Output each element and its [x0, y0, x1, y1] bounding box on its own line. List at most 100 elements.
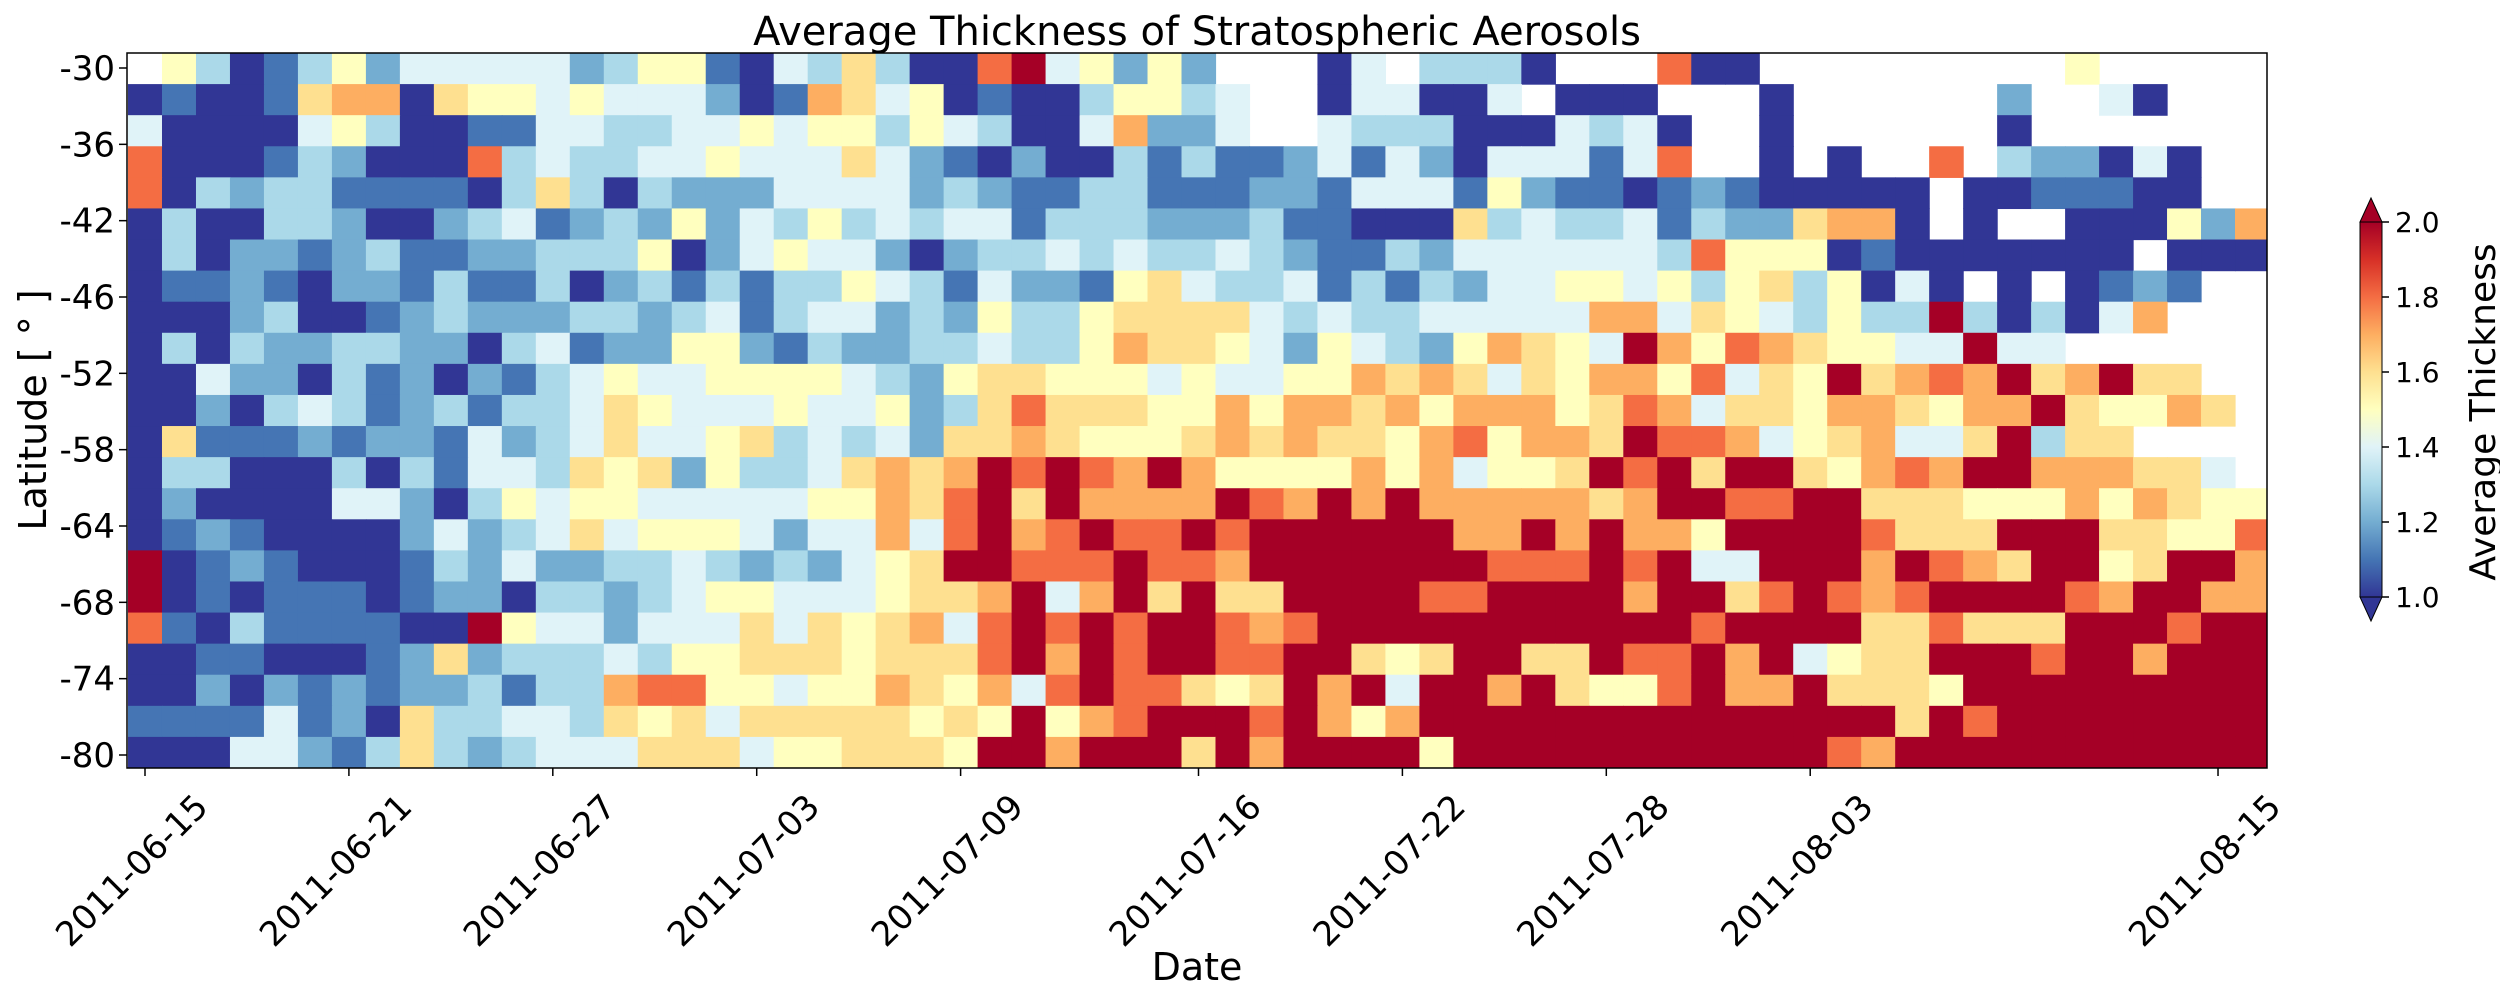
heatmap-cell	[1351, 208, 1387, 241]
heatmap-cell	[1385, 612, 1420, 645]
heatmap-cell	[399, 53, 435, 85]
heatmap-cell	[399, 363, 435, 396]
heatmap-cell	[1147, 270, 1183, 303]
heatmap-cell	[467, 457, 503, 489]
heatmap-cell	[161, 208, 197, 241]
heatmap-cell	[637, 177, 673, 210]
heatmap-cell	[1113, 332, 1149, 365]
heatmap-cell	[535, 612, 571, 645]
heatmap-cell	[399, 581, 435, 614]
heatmap-cell	[1011, 705, 1047, 738]
heatmap-cell	[2099, 581, 2134, 614]
heatmap-cell	[1215, 674, 1251, 707]
heatmap-cell	[671, 332, 707, 365]
heatmap-cell	[1827, 519, 1862, 551]
x-tick-label: 2011-06-27	[456, 787, 624, 955]
heatmap-cell	[807, 394, 843, 427]
heatmap-cell	[807, 84, 843, 116]
heatmap-cell	[909, 363, 945, 396]
heatmap-cell	[1691, 394, 1726, 427]
heatmap-cell	[2167, 736, 2202, 768]
heatmap-cell	[773, 643, 809, 676]
heatmap-cell	[637, 270, 673, 303]
heatmap-cell	[433, 674, 469, 707]
heatmap-cell	[943, 643, 979, 676]
heatmap-cell	[399, 208, 435, 241]
heatmap-cell	[773, 146, 809, 178]
heatmap-cell	[1181, 146, 1217, 178]
heatmap-cell	[875, 394, 911, 427]
heatmap-cell	[2201, 239, 2236, 272]
heatmap-cell	[467, 581, 503, 614]
heatmap-cell	[1487, 115, 1522, 147]
heatmap-cell	[1691, 581, 1726, 614]
heatmap-cell	[161, 53, 197, 85]
heatmap-cell	[1453, 612, 1488, 645]
heatmap-cell	[1317, 736, 1353, 768]
colorbar-tick-label: 1.8	[2395, 281, 2440, 314]
heatmap-cell	[433, 736, 469, 768]
heatmap-cell	[1929, 488, 1964, 520]
heatmap-cell	[671, 177, 707, 210]
colorbar-label: Average Thickness	[2463, 243, 2500, 580]
heatmap-cell	[943, 426, 979, 458]
heatmap-cell	[128, 612, 163, 645]
heatmap-cell	[1963, 519, 1998, 551]
heatmap-cell	[1045, 301, 1081, 334]
heatmap-cell	[739, 705, 775, 738]
heatmap-cell	[1895, 394, 1930, 427]
heatmap-cell	[603, 519, 639, 551]
heatmap-cell	[229, 457, 265, 489]
heatmap-cell	[1079, 115, 1115, 147]
heatmap-cell	[1555, 674, 1590, 707]
heatmap-cell	[365, 457, 401, 489]
heatmap-cell	[2201, 488, 2236, 520]
heatmap-cell	[569, 736, 605, 768]
heatmap-cell	[2235, 643, 2267, 676]
heatmap-cell	[128, 550, 163, 583]
heatmap-cell	[1861, 705, 1896, 738]
heatmap-cell	[229, 363, 265, 396]
heatmap-cell	[1589, 363, 1624, 396]
x-tick-label: 2011-06-15	[48, 787, 216, 955]
heatmap-cell	[1079, 301, 1115, 334]
heatmap-cell	[1521, 488, 1556, 520]
heatmap-cell	[1215, 332, 1251, 365]
heatmap-cell	[1351, 363, 1387, 396]
heatmap-cell	[1691, 519, 1726, 551]
heatmap-cell	[1895, 705, 1930, 738]
heatmap-cell	[161, 612, 197, 645]
heatmap-cell	[2167, 612, 2202, 645]
heatmap-cell	[2167, 674, 2202, 707]
heatmap-cell	[399, 239, 435, 272]
heatmap-cell	[1181, 363, 1217, 396]
heatmap-cell	[263, 84, 299, 116]
heatmap-cell	[535, 177, 571, 210]
heatmap-cell	[2099, 208, 2134, 241]
heatmap-cell	[1963, 705, 1998, 738]
heatmap-cell	[1555, 736, 1590, 768]
heatmap-cell	[297, 115, 333, 147]
y-tick-label: -42	[59, 202, 115, 242]
heatmap-cell	[2133, 146, 2168, 178]
heatmap-cell	[1249, 146, 1285, 178]
heatmap-cell	[263, 643, 299, 676]
heatmap-cell	[501, 363, 537, 396]
heatmap-cell	[1487, 394, 1522, 427]
heatmap-cell	[2065, 146, 2100, 178]
heatmap-cell	[1249, 239, 1285, 272]
heatmap-cell	[1555, 519, 1590, 551]
heatmap-cell	[1997, 301, 2032, 334]
heatmap-cell	[1147, 332, 1183, 365]
heatmap-cell	[909, 239, 945, 272]
heatmap-cell	[1113, 177, 1149, 210]
heatmap-cell	[1079, 519, 1115, 551]
heatmap-cell	[1793, 208, 1828, 241]
heatmap-cell	[1691, 301, 1726, 334]
heatmap-cell	[1589, 84, 1624, 116]
heatmap-cell	[671, 457, 707, 489]
heatmap-cell	[1929, 301, 1964, 334]
heatmap-cell	[1215, 612, 1251, 645]
y-tick-label: -74	[59, 660, 115, 700]
heatmap-cell	[1895, 674, 1930, 707]
